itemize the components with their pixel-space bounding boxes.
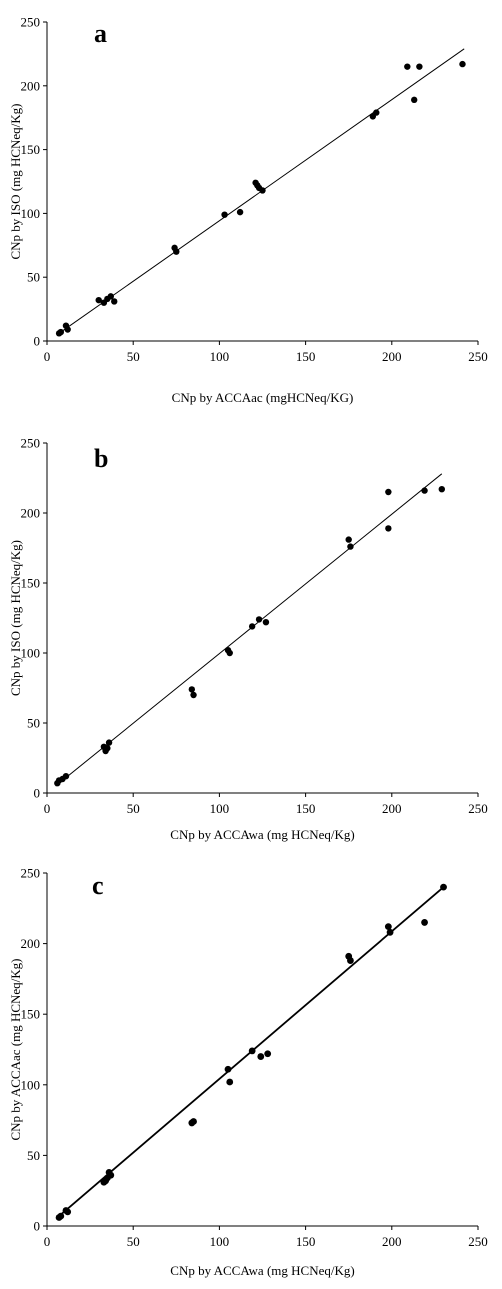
y-tick-label: 200 xyxy=(21,936,41,951)
scatter-panel-c: 0 50 100 150 200 250 0 50 100 150 200 250 c CNp by AC… xyxy=(0,850,502,1289)
x-tick-label: 150 xyxy=(296,349,316,364)
y-tick-label: 50 xyxy=(27,1148,40,1163)
data-point xyxy=(262,619,270,626)
data-point xyxy=(64,326,71,333)
y-axis-title: CNp by ACCAac (mg HCNeq/Kg) xyxy=(8,959,23,1141)
y-tick-label: 150 xyxy=(21,1007,41,1022)
data-point xyxy=(190,691,197,699)
x-tick-label: 250 xyxy=(468,1234,488,1249)
data-point xyxy=(173,248,180,255)
y-tick-label: 250 xyxy=(21,15,41,30)
y-tick-label: 0 xyxy=(34,786,41,801)
data-point xyxy=(264,1050,272,1058)
data-point xyxy=(421,919,428,926)
data-point xyxy=(107,1171,115,1179)
y-tick-label: 200 xyxy=(21,78,41,93)
y-axis-title: CNp by ISO (mg HCNeq/Kg) xyxy=(8,104,23,260)
data-point xyxy=(248,623,256,630)
y-tick-label: 250 xyxy=(21,436,41,451)
data-point xyxy=(57,1212,65,1220)
x-tick-label: 100 xyxy=(210,349,230,364)
scatter-chart-a: 0 50 100 150 200 250 0 50 100 150 200 250 a CNp by AC… xyxy=(8,15,488,406)
data-point xyxy=(257,1053,265,1060)
x-tick-label: 0 xyxy=(44,801,51,816)
data-point xyxy=(459,60,466,68)
x-tick-label: 200 xyxy=(382,801,402,816)
y-tick-label: 50 xyxy=(27,270,40,285)
data-point xyxy=(104,745,111,752)
x-axis-title: CNp by ACCAac (mgHCNeq/KG) xyxy=(172,390,354,405)
x-tick-label: 0 xyxy=(44,349,51,364)
data-point xyxy=(411,96,418,104)
data-point xyxy=(385,488,392,496)
data-point xyxy=(404,63,411,70)
data-point xyxy=(105,739,113,746)
data-point xyxy=(236,208,244,216)
data-point xyxy=(347,957,354,964)
x-tick-label: 200 xyxy=(382,1234,402,1249)
data-point xyxy=(224,1065,232,1073)
y-tick-label: 0 xyxy=(34,334,41,349)
data-point xyxy=(385,525,392,532)
x-tick-label: 0 xyxy=(44,1234,51,1249)
x-tick-label: 100 xyxy=(210,801,230,816)
y-axis-title: CNp by ISO (mg HCNeq/Kg) xyxy=(8,540,23,696)
x-tick-label: 250 xyxy=(468,801,488,816)
y-tick-label: 100 xyxy=(21,646,41,661)
data-point xyxy=(438,486,445,493)
panel-letter: a xyxy=(94,19,107,48)
data-point xyxy=(221,211,228,218)
data-point xyxy=(57,328,64,336)
data-point xyxy=(226,649,233,657)
y-tick-label: 150 xyxy=(21,142,41,157)
scatter-panel-a: 0 50 100 150 200 250 0 50 100 150 200 250 a CNp by AC… xyxy=(0,0,502,420)
data-point xyxy=(440,883,447,891)
data-point xyxy=(416,63,423,70)
panel-letter: c xyxy=(92,871,104,900)
panel-letter: b xyxy=(94,444,108,473)
data-point xyxy=(255,616,263,623)
data-point xyxy=(107,293,114,300)
data-point xyxy=(62,773,70,780)
trend-line xyxy=(55,473,443,787)
data-point xyxy=(384,923,392,931)
data-point xyxy=(64,1208,72,1216)
x-tick-label: 250 xyxy=(468,349,488,364)
x-tick-label: 50 xyxy=(127,349,140,364)
data-point xyxy=(345,536,352,543)
y-tick-label: 100 xyxy=(21,1077,41,1092)
x-tick-label: 50 xyxy=(127,1234,140,1249)
x-tick-label: 50 xyxy=(127,801,140,816)
data-point xyxy=(226,1078,234,1086)
data-point xyxy=(347,543,354,550)
data-point xyxy=(421,487,428,494)
y-tick-label: 150 xyxy=(21,576,41,591)
scatter-panel-b: 0 50 100 150 200 250 0 50 100 150 200 250 b CNp by AC… xyxy=(0,420,502,850)
x-tick-label: 150 xyxy=(296,1234,316,1249)
y-tick-label: 50 xyxy=(27,716,40,731)
y-tick-label: 0 xyxy=(34,1219,41,1234)
data-point xyxy=(386,928,394,936)
x-axis-title: CNp by ACCAwa (mg HCNeq/Kg) xyxy=(170,827,354,842)
data-point xyxy=(188,686,196,693)
data-point xyxy=(111,298,118,305)
data-point xyxy=(190,1118,197,1125)
data-point xyxy=(373,109,380,116)
data-point xyxy=(95,296,102,304)
data-point xyxy=(248,1047,256,1055)
scatter-chart-c: 0 50 100 150 200 250 0 50 100 150 200 250 c CNp by AC… xyxy=(8,866,488,1279)
y-tick-label: 100 xyxy=(21,206,41,221)
scatter-chart-b: 0 50 100 150 200 250 0 50 100 150 200 250 b CNp by AC… xyxy=(8,436,488,843)
y-tick-label: 200 xyxy=(21,506,41,521)
x-axis-title: CNp by ACCAwa (mg HCNeq/Kg) xyxy=(170,1263,354,1278)
data-point xyxy=(259,187,266,194)
x-tick-label: 200 xyxy=(382,349,402,364)
x-tick-label: 150 xyxy=(296,801,316,816)
y-tick-label: 250 xyxy=(21,866,41,881)
x-tick-label: 100 xyxy=(210,1234,230,1249)
